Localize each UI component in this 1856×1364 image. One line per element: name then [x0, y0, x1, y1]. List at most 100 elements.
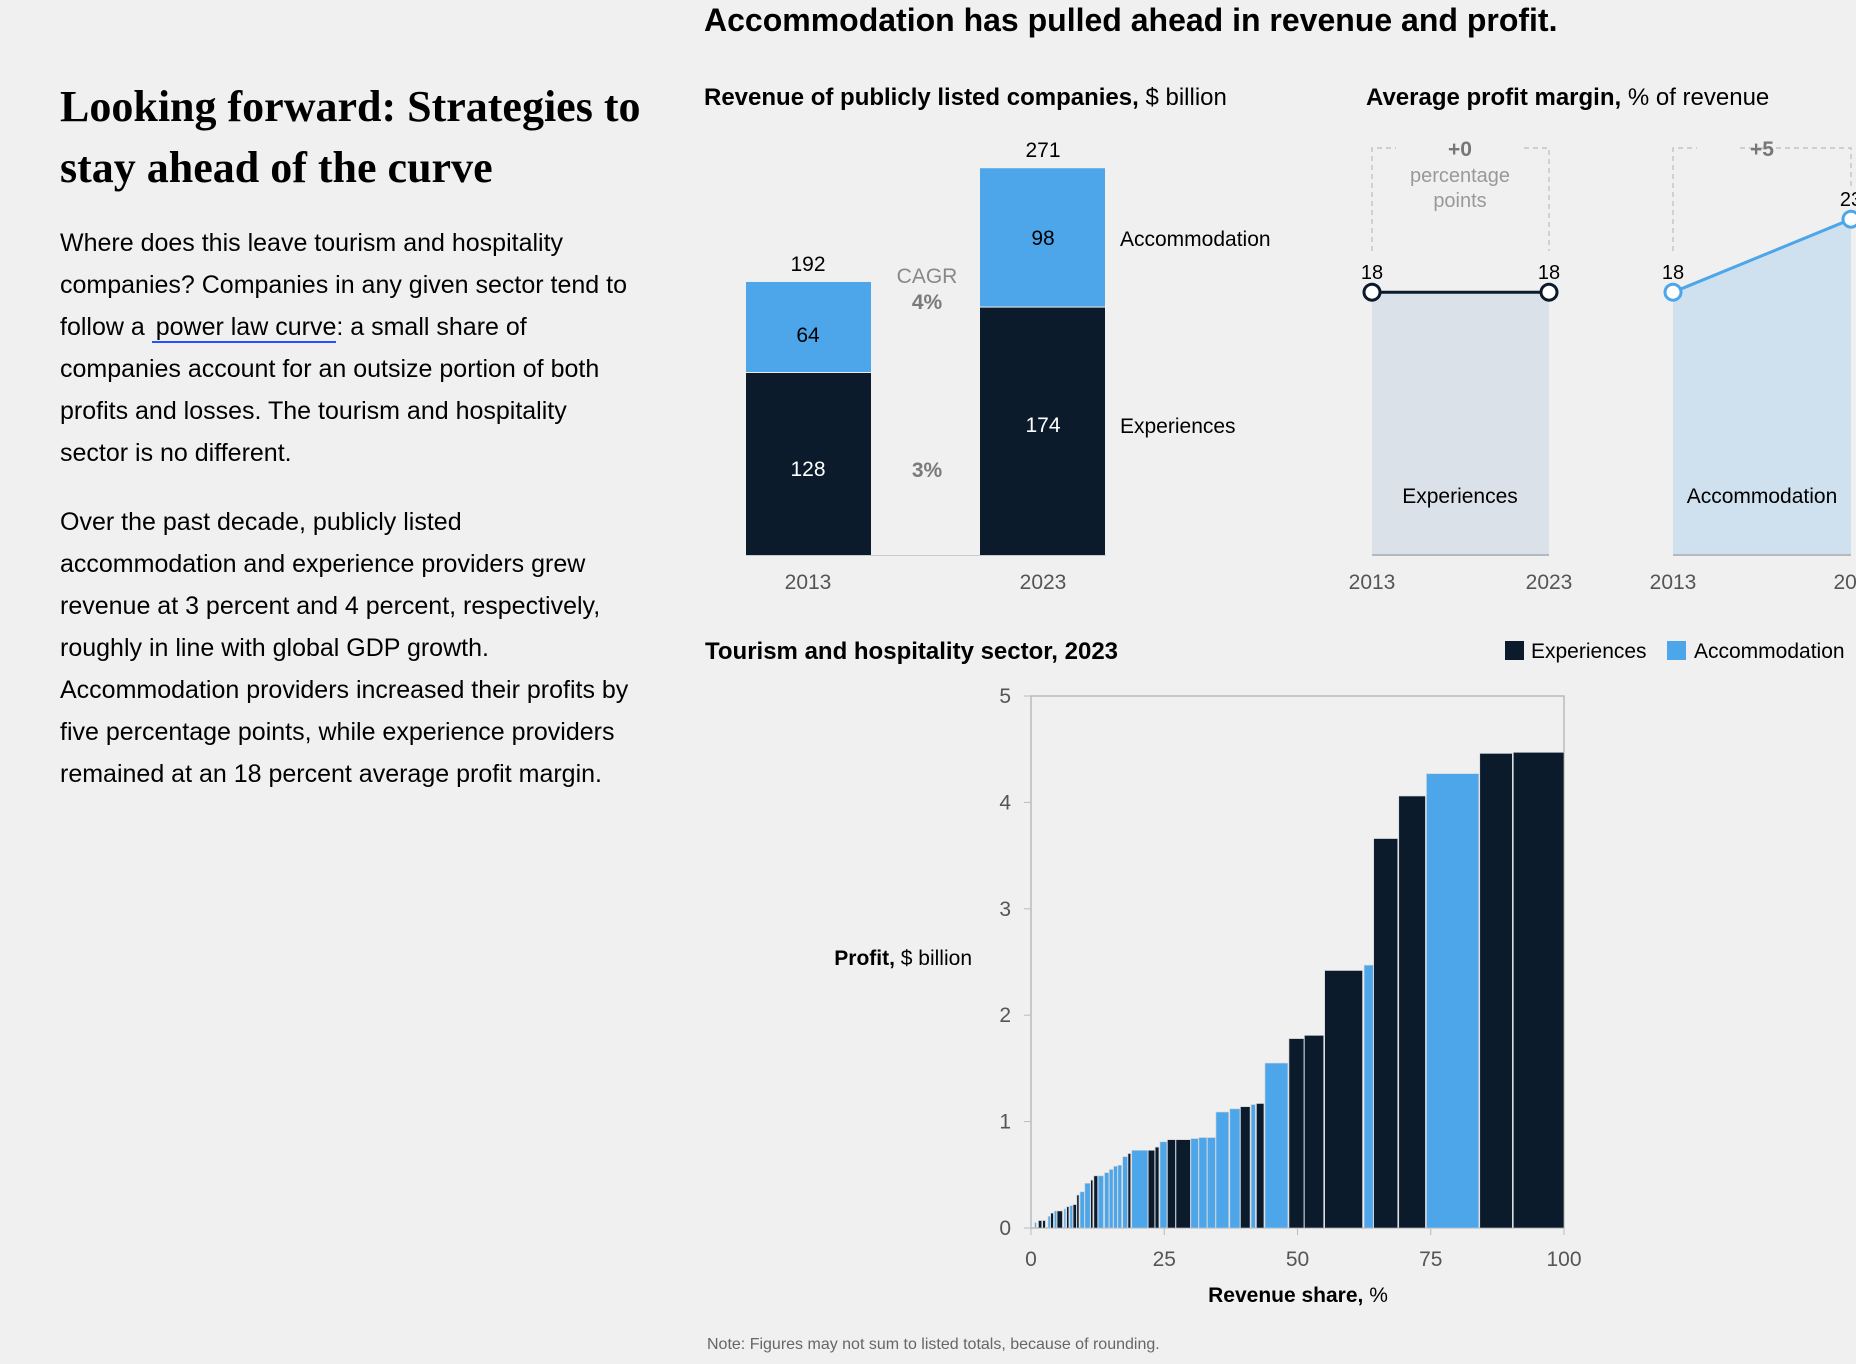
bar-accommodation	[1207, 1137, 1216, 1229]
cagr-label: CAGR	[897, 265, 958, 288]
bar-accommodation	[1117, 1164, 1122, 1229]
legend-label-experiences: Experiences	[1531, 640, 1647, 663]
x-tick: 2013	[1349, 571, 1396, 594]
bar-experiences-2023	[980, 307, 1105, 555]
bar-experiences	[1288, 1038, 1305, 1229]
section-heading: Looking forward: Strategies to stay ahea…	[60, 82, 641, 192]
x-tick-2013: 2013	[785, 571, 832, 594]
profit-margin-title: Average profit margin, % of revenue	[1366, 84, 1769, 111]
bar-experiences	[1072, 1204, 1077, 1229]
bar-experiences	[1038, 1220, 1042, 1229]
x-tick-label: 75	[1419, 1248, 1442, 1271]
bar-experiences	[1513, 752, 1565, 1229]
bar-accommodation	[1159, 1141, 1168, 1229]
paragraph-2: Over the past decade, publicly listed ac…	[60, 508, 629, 788]
acc-label-2023: 98	[1031, 227, 1054, 250]
x-tick: 202	[1833, 571, 1856, 594]
y-tick-label: 1	[999, 1111, 1011, 1134]
sector-profit-chart: Tourism and hospitality sector, 2023 Exp…	[705, 638, 1845, 1307]
x-tick-label: 0	[1025, 1248, 1037, 1271]
bar-experiences	[1090, 1179, 1094, 1229]
paragraph-1: Where does this leave tourism and hospit…	[60, 222, 630, 474]
point-2013	[1362, 282, 1382, 302]
point-2023	[1539, 282, 1559, 302]
area-accommodation	[1673, 219, 1851, 555]
bar-accommodation	[1063, 1208, 1066, 1229]
bar-accommodation	[1097, 1175, 1104, 1229]
bar-experiences	[1066, 1206, 1070, 1229]
bar-accommodation	[1131, 1150, 1149, 1229]
y-tick-label: 3	[999, 898, 1011, 921]
point-2013	[1663, 282, 1683, 302]
legend-swatch-experiences	[1505, 641, 1524, 660]
bar-accommodation	[1047, 1215, 1051, 1229]
line-accommodation	[1672, 217, 1852, 294]
total-label-2013: 192	[790, 253, 825, 276]
x-tick: 2023	[1526, 571, 1573, 594]
change-bracket	[1371, 147, 1550, 251]
bar-experiences	[1304, 1035, 1324, 1229]
y-tick-label: 5	[999, 685, 1011, 708]
cagr-experiences: 3%	[912, 459, 943, 482]
bar-accommodation-2023	[980, 168, 1105, 307]
x-tick-2023: 2023	[1020, 571, 1067, 594]
legend-label-accommodation: Accommodation	[1694, 640, 1845, 663]
bar-accommodation	[1069, 1205, 1073, 1229]
bar-accommodation	[1054, 1210, 1057, 1229]
bar-experiences	[1373, 838, 1399, 1229]
total-label-2023: 271	[1025, 139, 1060, 162]
bar-experiences	[1056, 1210, 1063, 1229]
x-tick: 2013	[1650, 571, 1697, 594]
legend-swatch-accommodation	[1667, 641, 1686, 660]
exp-label-2013: 128	[790, 458, 825, 481]
sector-chart-title: Tourism and hospitality sector, 2023	[705, 638, 1118, 665]
paragraph-text: Where does this leave tourism and hospit…	[60, 229, 627, 341]
bar-accommodation	[1250, 1104, 1256, 1229]
bar-accommodation	[1084, 1183, 1091, 1229]
bar-experiences	[1479, 753, 1513, 1229]
x-tick-label: 50	[1286, 1248, 1309, 1271]
bar-experiences	[1154, 1146, 1160, 1229]
footnote: Note: Figures may not sum to listed tota…	[707, 1336, 1160, 1353]
bar-accommodation	[1104, 1172, 1110, 1229]
bar-experiences	[1240, 1106, 1251, 1229]
change-label-experiences: +0	[1448, 138, 1472, 161]
panel-label-accommodation: Accommodation	[1687, 485, 1838, 508]
x-tick-label: 25	[1153, 1248, 1176, 1271]
area-experiences	[1372, 292, 1549, 555]
bar-experiences	[1324, 970, 1363, 1229]
bar-accommodation	[1109, 1169, 1114, 1229]
bar-experiences	[1050, 1212, 1054, 1229]
series-label-experiences: Experiences	[1120, 415, 1236, 438]
x-axis-label: Revenue share, %	[1208, 1284, 1388, 1307]
bar-experiences	[1076, 1194, 1080, 1229]
revenue-chart-title: Revenue of publicly listed companies, $ …	[704, 84, 1227, 111]
bar-accommodation	[1190, 1138, 1199, 1229]
bar-experiences	[1175, 1139, 1191, 1229]
point-label: 18	[1361, 262, 1383, 284]
x-tick-label: 100	[1546, 1248, 1581, 1271]
point-label: 18	[1662, 262, 1684, 284]
bar-experiences-2013	[746, 372, 871, 555]
bar-accommodation	[1426, 773, 1480, 1229]
acc-label-2013: 64	[796, 324, 820, 347]
bar-experiences	[1042, 1220, 1046, 1229]
exhibit-title: Accommodation has pulled ahead in revenu…	[704, 2, 1557, 38]
point-2023	[1841, 209, 1856, 229]
bar-experiences	[1147, 1150, 1155, 1229]
bar-experiences	[1093, 1175, 1098, 1229]
power-law-curve-link[interactable]: power law curve	[151, 313, 337, 343]
panel-label-experiences: Experiences	[1402, 485, 1518, 508]
profit-margin-chart: Average profit margin, % of revenue +0 p…	[1349, 84, 1856, 594]
y-tick-label: 2	[999, 1004, 1011, 1027]
y-axis-label: Profit, $ billion	[834, 947, 972, 970]
change-unit-line1: percentage	[1410, 165, 1510, 187]
bar-accommodation	[1034, 1222, 1037, 1229]
change-unit-line2: points	[1433, 190, 1486, 212]
bar-accommodation	[1229, 1108, 1241, 1229]
bar-accommodation	[1079, 1191, 1085, 1229]
bar-accommodation	[1198, 1137, 1208, 1229]
bar-experiences	[1398, 795, 1426, 1229]
y-tick-label: 4	[999, 791, 1011, 814]
paragraph-text: : a small share of companies account for…	[60, 313, 600, 467]
